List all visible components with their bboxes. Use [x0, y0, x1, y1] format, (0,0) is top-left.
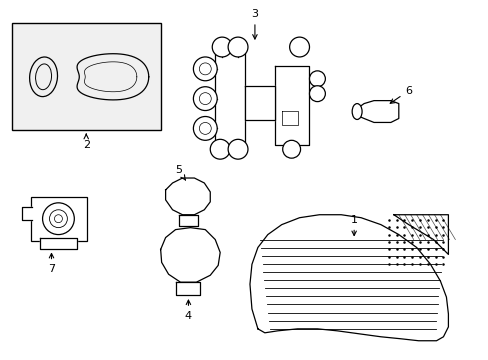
Circle shape: [199, 63, 211, 75]
Polygon shape: [40, 238, 77, 249]
Polygon shape: [393, 215, 447, 255]
Ellipse shape: [36, 64, 51, 90]
Circle shape: [309, 71, 325, 87]
Circle shape: [289, 37, 309, 57]
Polygon shape: [274, 66, 309, 145]
Circle shape: [309, 86, 325, 102]
Text: 3: 3: [251, 9, 258, 39]
Polygon shape: [178, 215, 198, 226]
Polygon shape: [249, 215, 447, 341]
Ellipse shape: [30, 57, 58, 96]
Polygon shape: [175, 282, 200, 295]
Circle shape: [42, 203, 74, 235]
Circle shape: [199, 122, 211, 134]
Circle shape: [49, 210, 67, 228]
Text: 6: 6: [389, 86, 411, 103]
Circle shape: [199, 93, 211, 105]
Ellipse shape: [351, 104, 361, 120]
Polygon shape: [77, 54, 148, 100]
Circle shape: [210, 139, 230, 159]
Circle shape: [282, 140, 300, 158]
Text: 1: 1: [350, 215, 357, 235]
Circle shape: [193, 117, 217, 140]
Text: 5: 5: [175, 165, 185, 180]
Circle shape: [193, 57, 217, 81]
Polygon shape: [161, 228, 220, 282]
Circle shape: [228, 37, 247, 57]
FancyBboxPatch shape: [31, 197, 87, 240]
Polygon shape: [165, 178, 210, 215]
Polygon shape: [21, 207, 32, 220]
FancyBboxPatch shape: [12, 23, 161, 130]
Text: 2: 2: [82, 134, 90, 150]
Polygon shape: [244, 86, 274, 121]
Circle shape: [193, 87, 217, 111]
Polygon shape: [215, 51, 244, 145]
Text: 7: 7: [48, 253, 55, 274]
Text: 4: 4: [184, 300, 192, 321]
Circle shape: [54, 215, 62, 223]
Polygon shape: [356, 100, 398, 122]
Circle shape: [228, 139, 247, 159]
Circle shape: [212, 37, 232, 57]
